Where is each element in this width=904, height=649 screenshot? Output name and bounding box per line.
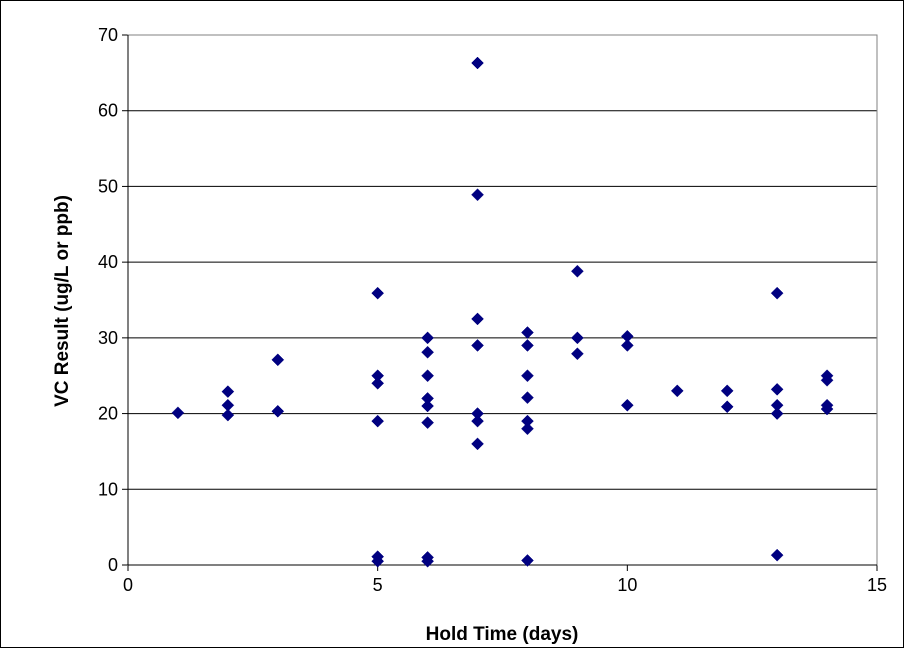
data-point: [371, 286, 385, 300]
y-tick-label: 70: [98, 25, 118, 45]
y-tick-label: 40: [98, 252, 118, 272]
data-point: [521, 554, 534, 567]
data-point: [521, 422, 534, 436]
axes: [122, 34, 878, 571]
data-point: [720, 400, 734, 414]
data-point: [620, 398, 634, 412]
x-tick-label: 15: [867, 575, 887, 595]
data-point: [521, 369, 534, 383]
data-point: [421, 369, 434, 383]
data-point: [421, 554, 434, 568]
data-point: [620, 339, 634, 352]
data-point: [271, 353, 285, 367]
data-point: [521, 326, 534, 339]
x-tick-label: 5: [373, 575, 383, 595]
data-point: [670, 384, 684, 398]
gridlines: [128, 34, 877, 490]
data-point: [421, 331, 434, 345]
data-point: [521, 391, 534, 405]
data-point: [221, 385, 235, 398]
data-points: [171, 56, 834, 568]
data-point: [421, 416, 434, 430]
data-point: [471, 339, 484, 352]
y-tick-label: 30: [98, 328, 118, 348]
data-point: [471, 312, 484, 326]
data-point: [271, 404, 285, 418]
data-point: [770, 548, 784, 562]
data-point: [471, 414, 484, 428]
data-point: [820, 373, 834, 387]
y-tick-label: 10: [98, 479, 118, 499]
x-axis-title: Hold Time (days): [426, 624, 579, 645]
y-tick-label: 0: [108, 555, 118, 575]
x-tick-label: 0: [123, 575, 133, 595]
data-point: [421, 345, 434, 359]
tick-labels: 0 10 20 30 40 50 60 70 0 5 10 15: [98, 25, 887, 595]
data-point: [421, 399, 434, 413]
data-point: [471, 437, 484, 451]
data-point: [770, 382, 784, 396]
data-point: [221, 408, 235, 422]
y-tick-label: 60: [98, 101, 118, 121]
plot-area: [127, 34, 878, 566]
data-point: [371, 376, 385, 390]
data-point: [720, 384, 734, 398]
data-point: [571, 347, 584, 361]
data-point: [371, 554, 385, 568]
data-point: [820, 402, 834, 416]
y-tick-label: 50: [98, 176, 118, 196]
x-tick-label: 10: [617, 575, 637, 595]
data-point: [171, 406, 185, 420]
data-point: [471, 56, 484, 70]
data-point: [521, 339, 534, 352]
data-point: [571, 264, 584, 278]
data-point: [571, 331, 584, 345]
data-point: [371, 414, 385, 428]
y-axis-title: VC Result (ug/L or ppb): [52, 195, 73, 407]
data-point: [471, 188, 484, 202]
y-tick-label: 20: [98, 404, 118, 424]
data-point: [770, 407, 784, 420]
data-point: [770, 286, 784, 300]
